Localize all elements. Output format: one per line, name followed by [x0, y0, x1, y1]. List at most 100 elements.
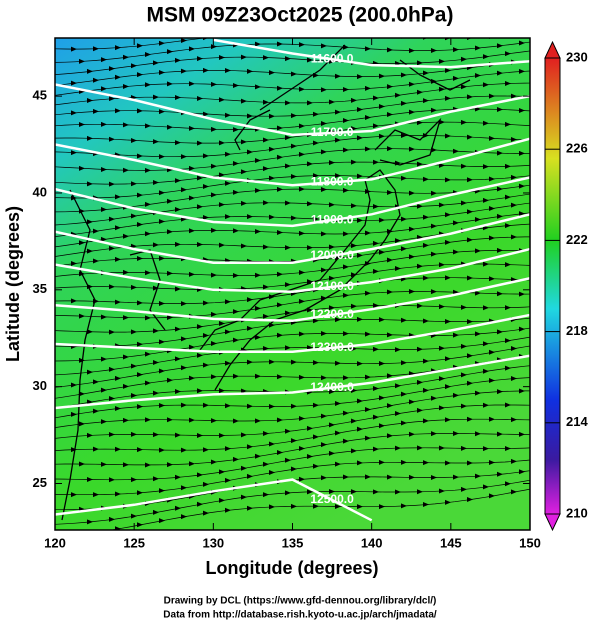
- arrowhead: [379, 361, 385, 367]
- arrowhead: [197, 140, 203, 146]
- y-tick-label: 40: [33, 184, 47, 199]
- arrowhead: [115, 225, 121, 231]
- arrowhead: [417, 120, 423, 126]
- arrowhead: [203, 402, 209, 408]
- arrowhead: [321, 43, 327, 49]
- arrowhead: [365, 374, 371, 380]
- arrowhead: [409, 48, 415, 54]
- arrowhead: [483, 368, 489, 374]
- arrowhead: [159, 488, 165, 494]
- arrowhead: [269, 29, 275, 34]
- arrowhead: [483, 120, 489, 126]
- arrowhead: [505, 223, 511, 229]
- arrowhead: [109, 96, 115, 102]
- arrowhead: [379, 504, 385, 510]
- streamline: [55, 236, 530, 267]
- arrowhead: [115, 45, 121, 51]
- arrowhead: [445, 417, 451, 423]
- arrowhead: [461, 403, 467, 409]
- arrowhead: [263, 345, 269, 351]
- arrowhead: [137, 490, 143, 496]
- contour-line: [55, 213, 530, 264]
- arrowhead: [401, 459, 407, 465]
- arrowhead: [511, 32, 517, 37]
- arrowhead: [285, 282, 291, 288]
- arrowhead: [255, 373, 261, 379]
- arrowhead: [489, 460, 495, 466]
- arrowhead: [123, 83, 129, 89]
- arrowhead: [79, 240, 85, 246]
- arrowhead: [285, 200, 291, 206]
- arrowhead: [291, 466, 297, 472]
- arrowhead: [131, 213, 137, 219]
- arrowhead: [79, 58, 85, 64]
- arrowhead: [453, 148, 459, 154]
- arrowhead: [329, 160, 335, 166]
- arrowhead: [145, 123, 151, 129]
- arrowhead: [307, 454, 313, 460]
- arrowhead: [401, 420, 407, 426]
- arrowhead: [511, 346, 517, 352]
- arrowhead: [431, 147, 437, 153]
- arrowhead: [445, 67, 451, 73]
- contour-line: [55, 137, 530, 187]
- arrowhead: [269, 113, 275, 119]
- arrowhead: [439, 345, 445, 351]
- arrowhead: [483, 197, 489, 203]
- arrowhead: [299, 123, 305, 129]
- arrowhead: [241, 169, 247, 175]
- arrowhead: [475, 390, 481, 396]
- arrowhead: [137, 108, 143, 114]
- arrowhead: [373, 95, 379, 101]
- arrowhead: [123, 122, 129, 128]
- arrowhead: [321, 475, 327, 481]
- arrowhead: [409, 81, 415, 87]
- arrowhead: [395, 489, 401, 495]
- arrowhead: [109, 516, 115, 522]
- arrowhead: [373, 204, 379, 210]
- arrowhead: [115, 375, 121, 381]
- arrowhead: [131, 513, 137, 519]
- arrowhead: [379, 317, 385, 323]
- arrowhead: [247, 297, 253, 303]
- arrowhead: [175, 95, 181, 101]
- arrowhead: [401, 317, 407, 323]
- arrowhead: [263, 430, 269, 436]
- arrowhead: [423, 387, 429, 393]
- arrowhead: [203, 510, 209, 516]
- contour-label: 11600.0: [311, 51, 354, 65]
- arrowhead: [307, 489, 313, 495]
- arrowhead: [439, 162, 445, 168]
- arrowhead: [137, 43, 143, 49]
- arrowhead: [101, 387, 107, 393]
- arrowhead: [219, 97, 225, 103]
- arrowhead: [519, 291, 525, 297]
- arrowhead: [401, 100, 407, 106]
- arrowhead: [241, 54, 247, 60]
- arrowhead: [255, 453, 261, 459]
- arrowhead: [247, 473, 253, 479]
- arrowhead: [431, 251, 437, 257]
- arrowhead: [167, 314, 173, 320]
- arrowhead: [79, 391, 85, 397]
- x-tick-label: 125: [123, 535, 145, 550]
- arrowhead: [109, 395, 115, 401]
- arrowhead: [453, 249, 459, 255]
- contour-label: 12000.0: [310, 248, 354, 262]
- arrowhead: [321, 187, 327, 193]
- arrowhead: [285, 428, 291, 434]
- arrowhead: [101, 166, 107, 172]
- arrowhead: [247, 68, 253, 74]
- arrowhead: [285, 345, 291, 351]
- arrowhead: [497, 213, 503, 219]
- arrowhead: [313, 318, 319, 324]
- arrowhead: [467, 177, 473, 183]
- colorbar-tick-label: 226: [566, 141, 588, 156]
- arrowhead: [131, 477, 137, 483]
- arrowhead: [395, 347, 401, 353]
- arrowhead: [269, 404, 275, 410]
- arrowhead: [475, 248, 481, 254]
- arrowhead: [87, 98, 93, 104]
- arrowhead: [115, 446, 121, 452]
- arrowhead: [211, 192, 217, 198]
